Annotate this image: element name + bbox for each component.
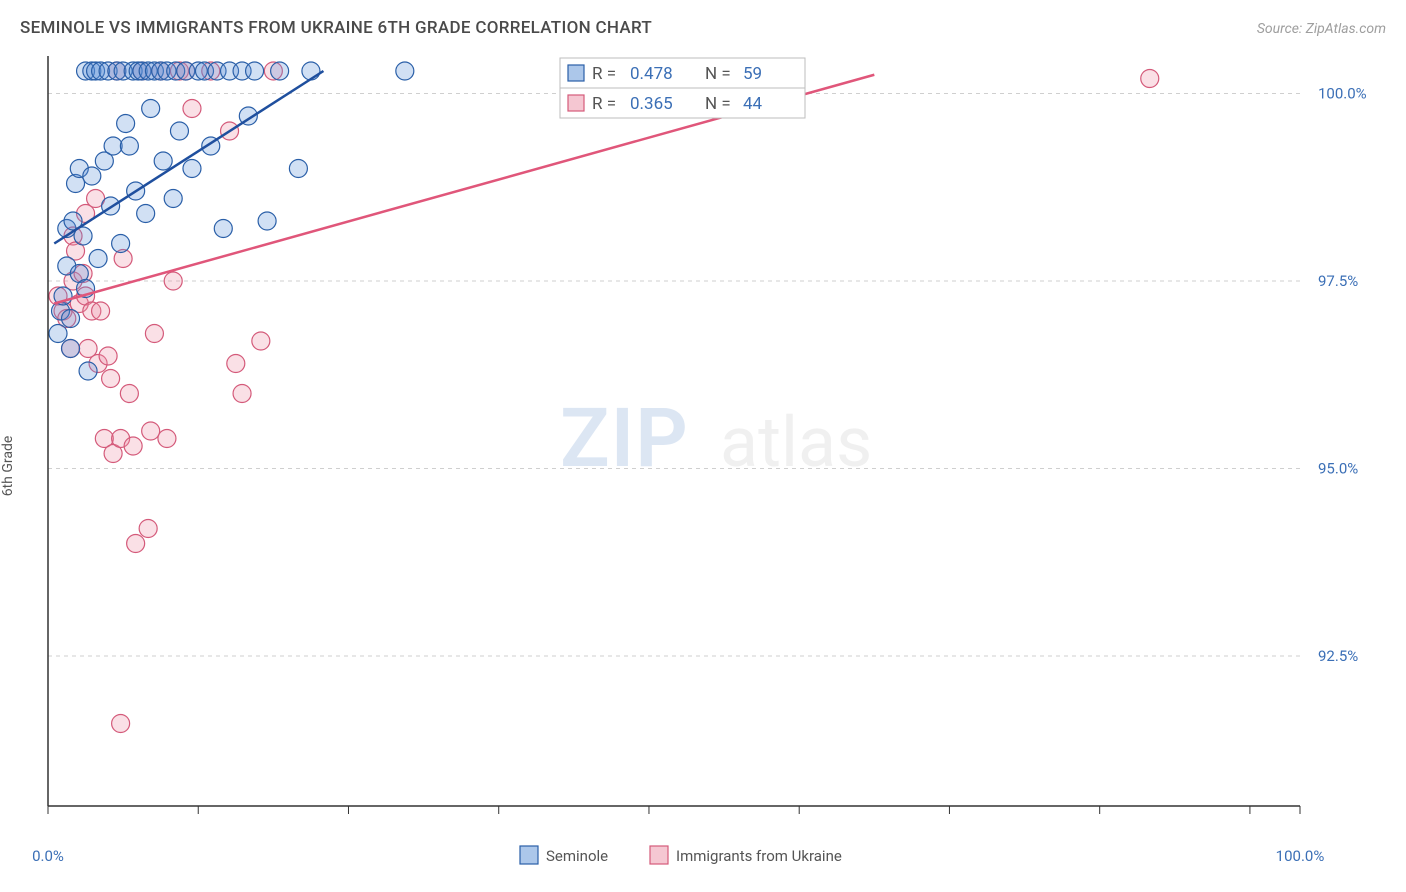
data-point-pink xyxy=(142,422,160,440)
stat-r-value: 0.478 xyxy=(630,64,673,84)
watermark-zip: ZIP xyxy=(560,391,689,487)
data-point-blue xyxy=(154,152,172,170)
x-tick-label: 0.0% xyxy=(32,847,64,865)
data-point-pink xyxy=(99,347,117,365)
data-point-blue xyxy=(89,250,107,268)
y-tick-label: 97.5% xyxy=(1318,272,1358,290)
data-point-blue xyxy=(258,212,276,230)
data-point-blue xyxy=(289,160,307,178)
data-point-blue xyxy=(83,167,101,185)
stat-r-label: R = xyxy=(592,64,616,84)
data-point-blue xyxy=(183,160,201,178)
stat-n-value: 44 xyxy=(743,94,763,114)
data-point-pink xyxy=(158,430,176,448)
data-point-blue xyxy=(117,115,135,133)
legend-swatch-blue xyxy=(568,65,584,81)
bottom-legend-swatch xyxy=(520,846,538,864)
stat-n-label: N = xyxy=(705,64,731,84)
data-point-pink xyxy=(102,370,120,388)
data-point-pink xyxy=(124,437,142,455)
data-point-pink xyxy=(233,385,251,403)
data-point-pink xyxy=(139,520,157,538)
data-point-pink xyxy=(183,100,201,118)
source-attribution: Source: ZipAtlas.com xyxy=(1257,21,1386,37)
y-tick-label: 100.0% xyxy=(1318,85,1367,103)
trend-line-blue xyxy=(54,71,323,244)
data-point-pink xyxy=(145,325,163,343)
legend-swatch-pink xyxy=(568,95,584,111)
y-tick-label: 95.0% xyxy=(1318,460,1358,478)
data-point-blue xyxy=(214,220,232,238)
bottom-legend-swatch xyxy=(650,846,668,864)
data-point-blue xyxy=(104,137,122,155)
y-tick-label: 92.5% xyxy=(1318,647,1358,665)
data-point-blue xyxy=(62,340,80,358)
data-point-pink xyxy=(227,355,245,373)
chart-title: SEMINOLE VS IMMIGRANTS FROM UKRAINE 6TH … xyxy=(20,18,652,38)
data-point-blue xyxy=(137,205,155,223)
data-point-blue xyxy=(79,362,97,380)
y-axis-label: 6th Grade xyxy=(0,436,16,497)
data-point-blue xyxy=(170,122,188,140)
data-point-blue xyxy=(164,190,182,208)
data-point-blue xyxy=(49,325,67,343)
data-point-blue xyxy=(271,62,289,80)
data-point-blue xyxy=(302,62,320,80)
watermark-atlas: atlas xyxy=(720,402,872,484)
stat-r-label: R = xyxy=(592,94,616,114)
data-point-blue xyxy=(120,137,138,155)
data-point-pink xyxy=(127,535,145,553)
data-point-pink xyxy=(252,332,270,350)
data-point-blue xyxy=(62,310,80,328)
bottom-legend-label: Seminole xyxy=(546,847,608,865)
data-point-pink xyxy=(120,385,138,403)
data-point-pink xyxy=(92,302,110,320)
bottom-legend-label: Immigrants from Ukraine xyxy=(676,847,842,865)
x-tick-label: 100.0% xyxy=(1276,847,1325,865)
correlation-scatter-chart: 100.0% 97.5% 95.0% 92.5% ZIP atlas 0.0% 100.0% R… xyxy=(0,46,1406,886)
data-point-pink xyxy=(1141,70,1159,88)
stat-r-value: 0.365 xyxy=(630,94,673,114)
data-point-pink xyxy=(164,272,182,290)
data-point-blue xyxy=(112,235,130,253)
data-point-blue xyxy=(246,62,264,80)
stat-n-label: N = xyxy=(705,94,731,114)
data-point-pink xyxy=(112,715,130,733)
data-point-blue xyxy=(142,100,160,118)
stat-n-value: 59 xyxy=(743,64,762,84)
data-point-blue xyxy=(396,62,414,80)
